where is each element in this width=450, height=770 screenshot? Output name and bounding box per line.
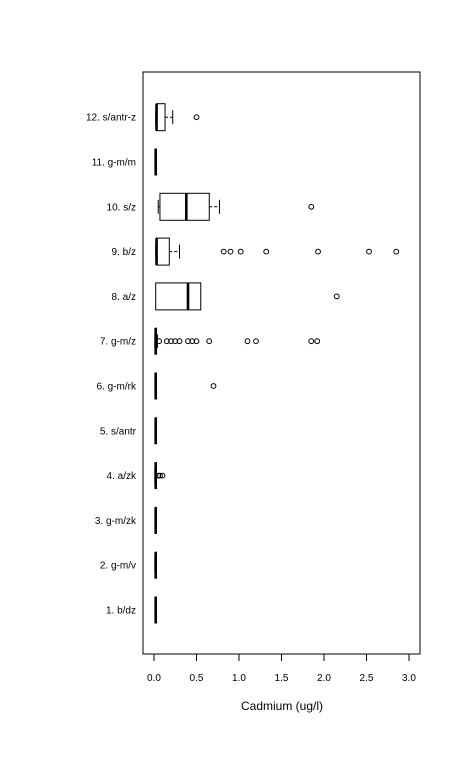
category-label: 10. s/z: [107, 202, 136, 213]
outlier-point: [263, 248, 270, 255]
outlier-point: [157, 472, 163, 479]
outlier-point: [253, 338, 259, 345]
outlier-point: [393, 248, 400, 255]
x-tick-label: 0.5: [190, 673, 204, 684]
category-labels: 1. b/dz 2. g-m/v 3. g-m/zk 4. a/zk 5. s/antr…: [86, 113, 137, 617]
box-iqr: [159, 192, 210, 221]
box-9: [155, 237, 400, 266]
x-tick-label: 2.5: [360, 673, 374, 684]
category-label: 4. a/zk: [107, 471, 137, 482]
box-8: [155, 282, 340, 311]
outlier-point: [193, 114, 200, 121]
category-label: 7. g-m/z: [100, 337, 136, 348]
plot-frame: [142, 71, 421, 655]
x-tick-label: 1.5: [275, 673, 289, 684]
outlier-point: [163, 338, 170, 345]
box-10: [157, 192, 315, 221]
x-tick-label: 2.0: [317, 673, 331, 684]
outlier-point: [159, 472, 166, 479]
box-4: [154, 462, 166, 490]
outlier-point: [168, 338, 174, 345]
outlier-point: [308, 338, 315, 345]
x-tick-label: 0.0: [147, 673, 161, 684]
outlier-point: [210, 383, 217, 389]
category-label: 3. g-m/zk: [95, 516, 137, 527]
outlier-point: [315, 248, 321, 255]
box-6: [154, 372, 217, 400]
outlier-point: [244, 338, 251, 345]
category-label: 6. g-m/rk: [97, 382, 137, 393]
outlier-point: [176, 338, 183, 345]
box-2: [154, 551, 157, 579]
outlier-point: [206, 338, 213, 345]
boxes-layer: [154, 103, 400, 624]
x-tick-label: 3.0: [402, 673, 416, 684]
category-label: 1. b/dz: [106, 606, 136, 617]
box-7: [154, 327, 321, 355]
outlier-point: [193, 338, 200, 345]
outlier-point: [189, 338, 196, 345]
category-label: 11. g-m/m: [92, 158, 136, 169]
category-label: 5. s/antr: [100, 426, 137, 437]
outlier-point: [185, 338, 191, 345]
outlier-point: [155, 472, 162, 479]
x-axis-label: Cadmium (ug/l): [241, 699, 323, 713]
outlier-point: [172, 338, 179, 345]
outlier-point: [156, 338, 163, 345]
x-axis: 0.0 0.5 1.0 1.5 2.0 2.5 3.0: [147, 653, 416, 684]
outlier-point: [237, 248, 244, 255]
box-12: [155, 103, 200, 132]
box-iqr: [156, 237, 170, 266]
outlier-point: [333, 293, 340, 300]
box-iqr: [155, 282, 202, 311]
category-label: 8. a/z: [112, 292, 136, 303]
category-label: 12. s/antr-z: [86, 113, 136, 124]
outlier-point: [314, 338, 321, 345]
x-tick-label: 1.0: [232, 673, 246, 684]
outlier-point: [227, 248, 234, 255]
outlier-point: [220, 248, 227, 255]
outlier-point: [366, 248, 372, 255]
outlier-point: [308, 203, 315, 210]
category-label: 2. g-m/v: [100, 561, 136, 572]
category-label: 9. b/z: [112, 247, 136, 258]
